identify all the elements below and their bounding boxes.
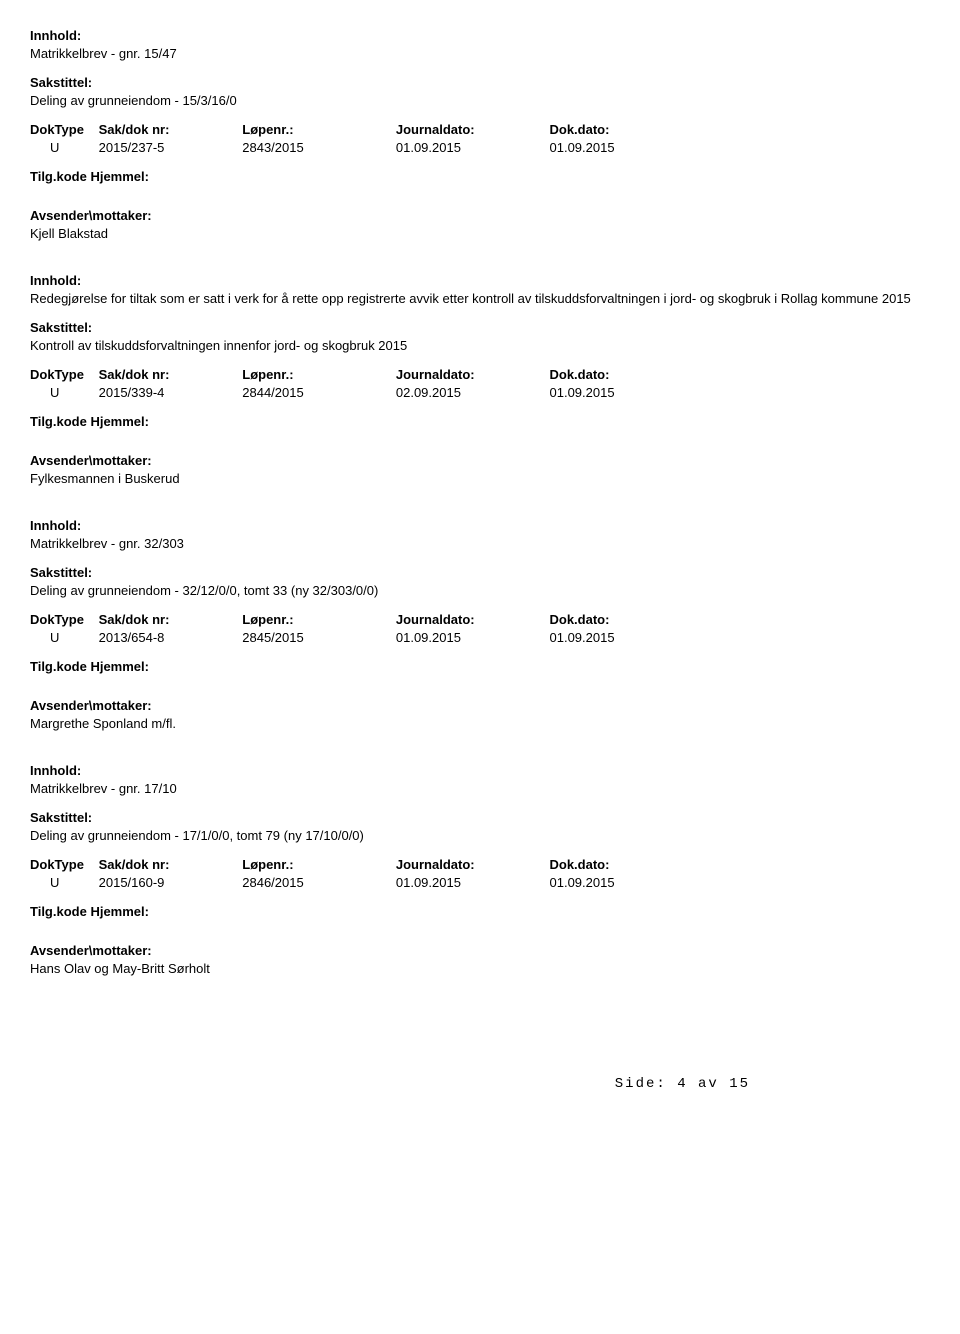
avsender-value: Hans Olav og May-Britt Sørholt bbox=[30, 961, 930, 976]
lopenr-value: 2844/2015 bbox=[242, 385, 392, 400]
innhold-label: Innhold: bbox=[30, 763, 930, 778]
saknr-header: Sak/dok nr: bbox=[99, 612, 239, 627]
journaldato-value: 01.09.2015 bbox=[396, 630, 546, 645]
journal-entry: Innhold: Matrikkelbrev - gnr. 32/303 Sak… bbox=[30, 518, 930, 731]
avsender-value: Fylkesmannen i Buskerud bbox=[30, 471, 930, 486]
sakstittel-label: Sakstittel: bbox=[30, 810, 930, 825]
tilgkode-label: Tilg.kode Hjemmel: bbox=[30, 904, 930, 919]
sakstittel-label: Sakstittel: bbox=[30, 320, 930, 335]
innhold-value: Redegjørelse for tiltak som er satt i ve… bbox=[30, 291, 930, 306]
doktype-header: DokType bbox=[30, 857, 95, 872]
saknr-value: 2015/160-9 bbox=[99, 875, 239, 890]
doktype-header: DokType bbox=[30, 612, 95, 627]
dok-header-row: DokType Sak/dok nr: Løpenr.: Journaldato… bbox=[30, 367, 930, 382]
dokdato-value: 01.09.2015 bbox=[550, 630, 670, 645]
page-number: Side: 4 av 15 bbox=[30, 1076, 930, 1092]
dok-data-row: U 2015/237-5 2843/2015 01.09.2015 01.09.… bbox=[30, 140, 930, 155]
doktype-header: DokType bbox=[30, 367, 95, 382]
journal-entry: Innhold: Matrikkelbrev - gnr. 15/47 Saks… bbox=[30, 28, 930, 241]
hjemmel-text: Hjemmel: bbox=[90, 659, 149, 674]
innhold-label: Innhold: bbox=[30, 273, 930, 288]
journal-entry: Innhold: Redegjørelse for tiltak som er … bbox=[30, 273, 930, 486]
sakstittel-label: Sakstittel: bbox=[30, 75, 930, 90]
doktype-value: U bbox=[30, 875, 95, 890]
avsender-label: Avsender\mottaker: bbox=[30, 208, 930, 223]
tilgkode-text: Tilg.kode bbox=[30, 904, 87, 919]
lopenr-header: Løpenr.: bbox=[242, 612, 392, 627]
lopenr-header: Løpenr.: bbox=[242, 122, 392, 137]
doktype-value: U bbox=[30, 385, 95, 400]
hjemmel-text: Hjemmel: bbox=[90, 904, 149, 919]
doktype-value: U bbox=[30, 630, 95, 645]
sakstittel-value: Deling av grunneiendom - 15/3/16/0 bbox=[30, 93, 930, 108]
saknr-value: 2015/339-4 bbox=[99, 385, 239, 400]
tilgkode-text: Tilg.kode bbox=[30, 659, 87, 674]
sakstittel-value: Deling av grunneiendom - 32/12/0/0, tomt… bbox=[30, 583, 930, 598]
dokdato-header: Dok.dato: bbox=[550, 612, 670, 627]
dok-data-row: U 2015/160-9 2846/2015 01.09.2015 01.09.… bbox=[30, 875, 930, 890]
journaldato-header: Journaldato: bbox=[396, 122, 546, 137]
journal-entry: Innhold: Matrikkelbrev - gnr. 17/10 Saks… bbox=[30, 763, 930, 976]
lopenr-header: Løpenr.: bbox=[242, 367, 392, 382]
dok-header-row: DokType Sak/dok nr: Løpenr.: Journaldato… bbox=[30, 857, 930, 872]
dokdato-header: Dok.dato: bbox=[550, 857, 670, 872]
sakstittel-value: Deling av grunneiendom - 17/1/0/0, tomt … bbox=[30, 828, 930, 843]
dokdato-header: Dok.dato: bbox=[550, 367, 670, 382]
innhold-label: Innhold: bbox=[30, 518, 930, 533]
journaldato-header: Journaldato: bbox=[396, 612, 546, 627]
tilgkode-label: Tilg.kode Hjemmel: bbox=[30, 659, 930, 674]
journaldato-value: 02.09.2015 bbox=[396, 385, 546, 400]
avsender-value: Margrethe Sponland m/fl. bbox=[30, 716, 930, 731]
lopenr-value: 2846/2015 bbox=[242, 875, 392, 890]
innhold-value: Matrikkelbrev - gnr. 32/303 bbox=[30, 536, 930, 551]
tilgkode-label: Tilg.kode Hjemmel: bbox=[30, 414, 930, 429]
tilgkode-label: Tilg.kode Hjemmel: bbox=[30, 169, 930, 184]
avsender-label: Avsender\mottaker: bbox=[30, 453, 930, 468]
dokdato-value: 01.09.2015 bbox=[550, 140, 670, 155]
innhold-value: Matrikkelbrev - gnr. 17/10 bbox=[30, 781, 930, 796]
dokdato-value: 01.09.2015 bbox=[550, 385, 670, 400]
saknr-header: Sak/dok nr: bbox=[99, 367, 239, 382]
lopenr-value: 2845/2015 bbox=[242, 630, 392, 645]
doktype-header: DokType bbox=[30, 122, 95, 137]
journaldato-value: 01.09.2015 bbox=[396, 875, 546, 890]
lopenr-value: 2843/2015 bbox=[242, 140, 392, 155]
dokdato-value: 01.09.2015 bbox=[550, 875, 670, 890]
innhold-value: Matrikkelbrev - gnr. 15/47 bbox=[30, 46, 930, 61]
dok-header-row: DokType Sak/dok nr: Løpenr.: Journaldato… bbox=[30, 612, 930, 627]
dokdato-header: Dok.dato: bbox=[550, 122, 670, 137]
lopenr-header: Løpenr.: bbox=[242, 857, 392, 872]
journaldato-header: Journaldato: bbox=[396, 857, 546, 872]
hjemmel-text: Hjemmel: bbox=[90, 169, 149, 184]
tilgkode-text: Tilg.kode bbox=[30, 169, 87, 184]
saknr-value: 2015/237-5 bbox=[99, 140, 239, 155]
doktype-value: U bbox=[30, 140, 95, 155]
journaldato-value: 01.09.2015 bbox=[396, 140, 546, 155]
hjemmel-text: Hjemmel: bbox=[90, 414, 149, 429]
avsender-label: Avsender\mottaker: bbox=[30, 943, 930, 958]
tilgkode-text: Tilg.kode bbox=[30, 414, 87, 429]
avsender-value: Kjell Blakstad bbox=[30, 226, 930, 241]
saknr-header: Sak/dok nr: bbox=[99, 857, 239, 872]
dok-data-row: U 2015/339-4 2844/2015 02.09.2015 01.09.… bbox=[30, 385, 930, 400]
sakstittel-label: Sakstittel: bbox=[30, 565, 930, 580]
innhold-label: Innhold: bbox=[30, 28, 930, 43]
sakstittel-value: Kontroll av tilskuddsforvaltningen innen… bbox=[30, 338, 930, 353]
journaldato-header: Journaldato: bbox=[396, 367, 546, 382]
dok-header-row: DokType Sak/dok nr: Løpenr.: Journaldato… bbox=[30, 122, 930, 137]
dok-data-row: U 2013/654-8 2845/2015 01.09.2015 01.09.… bbox=[30, 630, 930, 645]
saknr-value: 2013/654-8 bbox=[99, 630, 239, 645]
avsender-label: Avsender\mottaker: bbox=[30, 698, 930, 713]
saknr-header: Sak/dok nr: bbox=[99, 122, 239, 137]
